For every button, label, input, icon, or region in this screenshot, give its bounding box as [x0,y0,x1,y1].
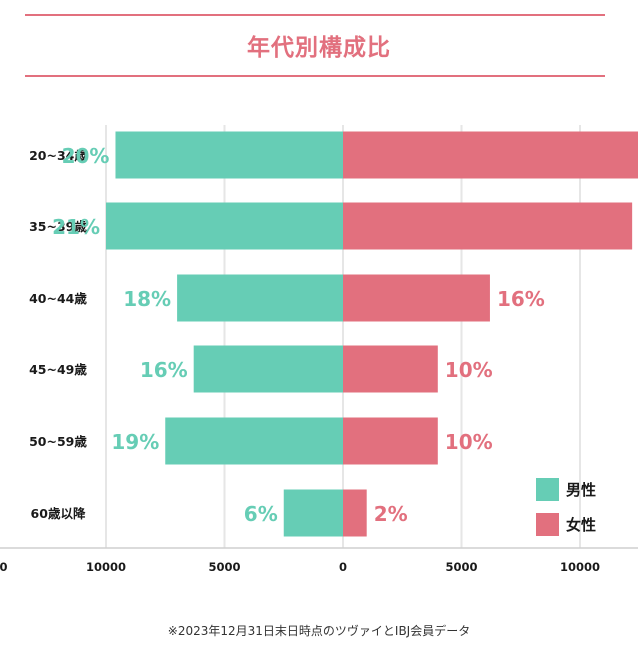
female-bar [343,489,367,537]
male-bar [177,274,343,322]
x-tick-label: 10000 [560,560,600,574]
category-label: 45~49歳 [29,362,87,377]
title-top-rule [25,14,605,16]
male-value-label: 20% [62,144,110,168]
male-bar [165,417,343,465]
x-tick-label: 0 [339,560,347,574]
female-bar [343,274,490,322]
male-value-label: 16% [140,358,188,382]
male-value-label: 19% [111,430,159,454]
legend-label-female: 女性 [566,516,596,534]
male-bar [283,489,343,537]
x-tick-label: 15000 [0,560,8,574]
male-bar [115,131,343,179]
female-value-label: 10% [445,430,493,454]
legend-swatch-male [536,478,559,501]
male-bar [193,345,343,393]
category-label: 35~39歳 [29,219,87,234]
category-label: 60歳以降 [31,506,86,521]
female-bar [343,202,633,250]
legend-swatch-female [536,513,559,536]
chart-title: 年代別構成比 [247,35,391,61]
footnote: ※2023年12月31日末日時点のツヴァイとIBJ会員データ [167,624,471,638]
title-bottom-rule [25,75,605,77]
female-bar [343,345,438,393]
male-value-label: 21% [52,215,100,239]
legend-label-male: 男性 [566,481,596,499]
female-value-label: 10% [445,358,493,382]
category-label: 50~59歳 [29,434,87,449]
female-bar [343,417,438,465]
category-label: 40~44歳 [29,291,87,306]
x-tick-label: 10000 [86,560,126,574]
category-label: 20~34歳 [29,148,87,163]
male-value-label: 6% [244,502,278,526]
male-bar [106,202,343,250]
female-bar [343,131,638,179]
male-value-label: 18% [123,287,171,311]
x-tick-label: 5000 [445,560,477,574]
x-tick-label: 5000 [208,560,240,574]
female-value-label: 2% [374,502,408,526]
female-value-label: 16% [497,287,545,311]
